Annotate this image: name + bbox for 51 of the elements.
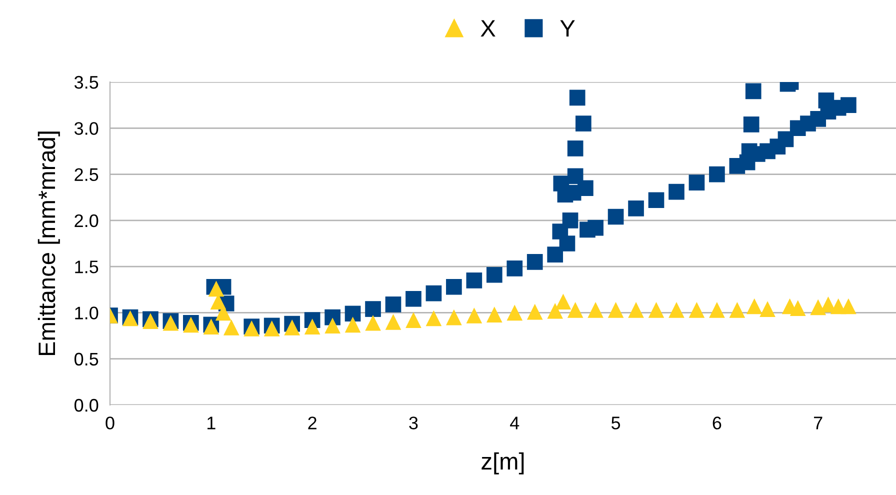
point: [588, 302, 604, 318]
legend-label: X: [480, 20, 496, 36]
point: [688, 302, 705, 318]
x-tick-label: 1: [208, 416, 216, 430]
y-tick-label: 2.0: [74, 214, 98, 228]
point: [709, 302, 725, 318]
y-tick-label: 1.5: [75, 260, 98, 274]
point: [729, 302, 746, 318]
point: [223, 320, 240, 336]
point: [446, 309, 462, 326]
point: [567, 302, 584, 318]
x-tick-label: 2: [308, 416, 316, 430]
legend-label: Y: [560, 20, 575, 36]
y-tick-label: 0.0: [74, 398, 98, 412]
x-tick-label: 3: [409, 416, 418, 430]
x-axis-title: z[m]: [482, 452, 524, 474]
y-axis-title: Emittance [mm*mrad]: [38, 132, 60, 356]
x-tick-label: 0: [106, 416, 114, 430]
point: [790, 300, 806, 316]
point: [406, 312, 422, 328]
point: [466, 308, 482, 324]
y-tick-label: 3.0: [74, 122, 98, 135]
point: [555, 294, 572, 310]
y-tick-label: 0.5: [74, 352, 98, 366]
point: [760, 301, 776, 317]
point: [426, 310, 442, 326]
point: [628, 302, 644, 318]
x-tick-label: 5: [611, 416, 620, 430]
point: [365, 314, 381, 331]
point: [324, 318, 340, 334]
point: [608, 302, 624, 318]
point: [304, 318, 320, 334]
y-tick-label: 2.5: [74, 168, 98, 182]
point: [344, 316, 361, 333]
y-tick-label: 3.5: [74, 76, 98, 89]
point: [547, 302, 564, 319]
x-tick-label: 4: [510, 416, 520, 430]
point: [840, 298, 856, 314]
point: [810, 299, 826, 316]
x-tick-label: 6: [712, 416, 722, 430]
x-tick-label: 7: [814, 416, 822, 430]
point: [746, 298, 762, 314]
point: [486, 306, 502, 322]
point: [668, 302, 684, 318]
point: [526, 304, 543, 320]
point: [385, 314, 402, 330]
point: [264, 320, 280, 336]
point: [284, 320, 300, 336]
point: [648, 302, 664, 318]
y-tick-label: 1.0: [75, 306, 98, 320]
point: [506, 304, 523, 321]
